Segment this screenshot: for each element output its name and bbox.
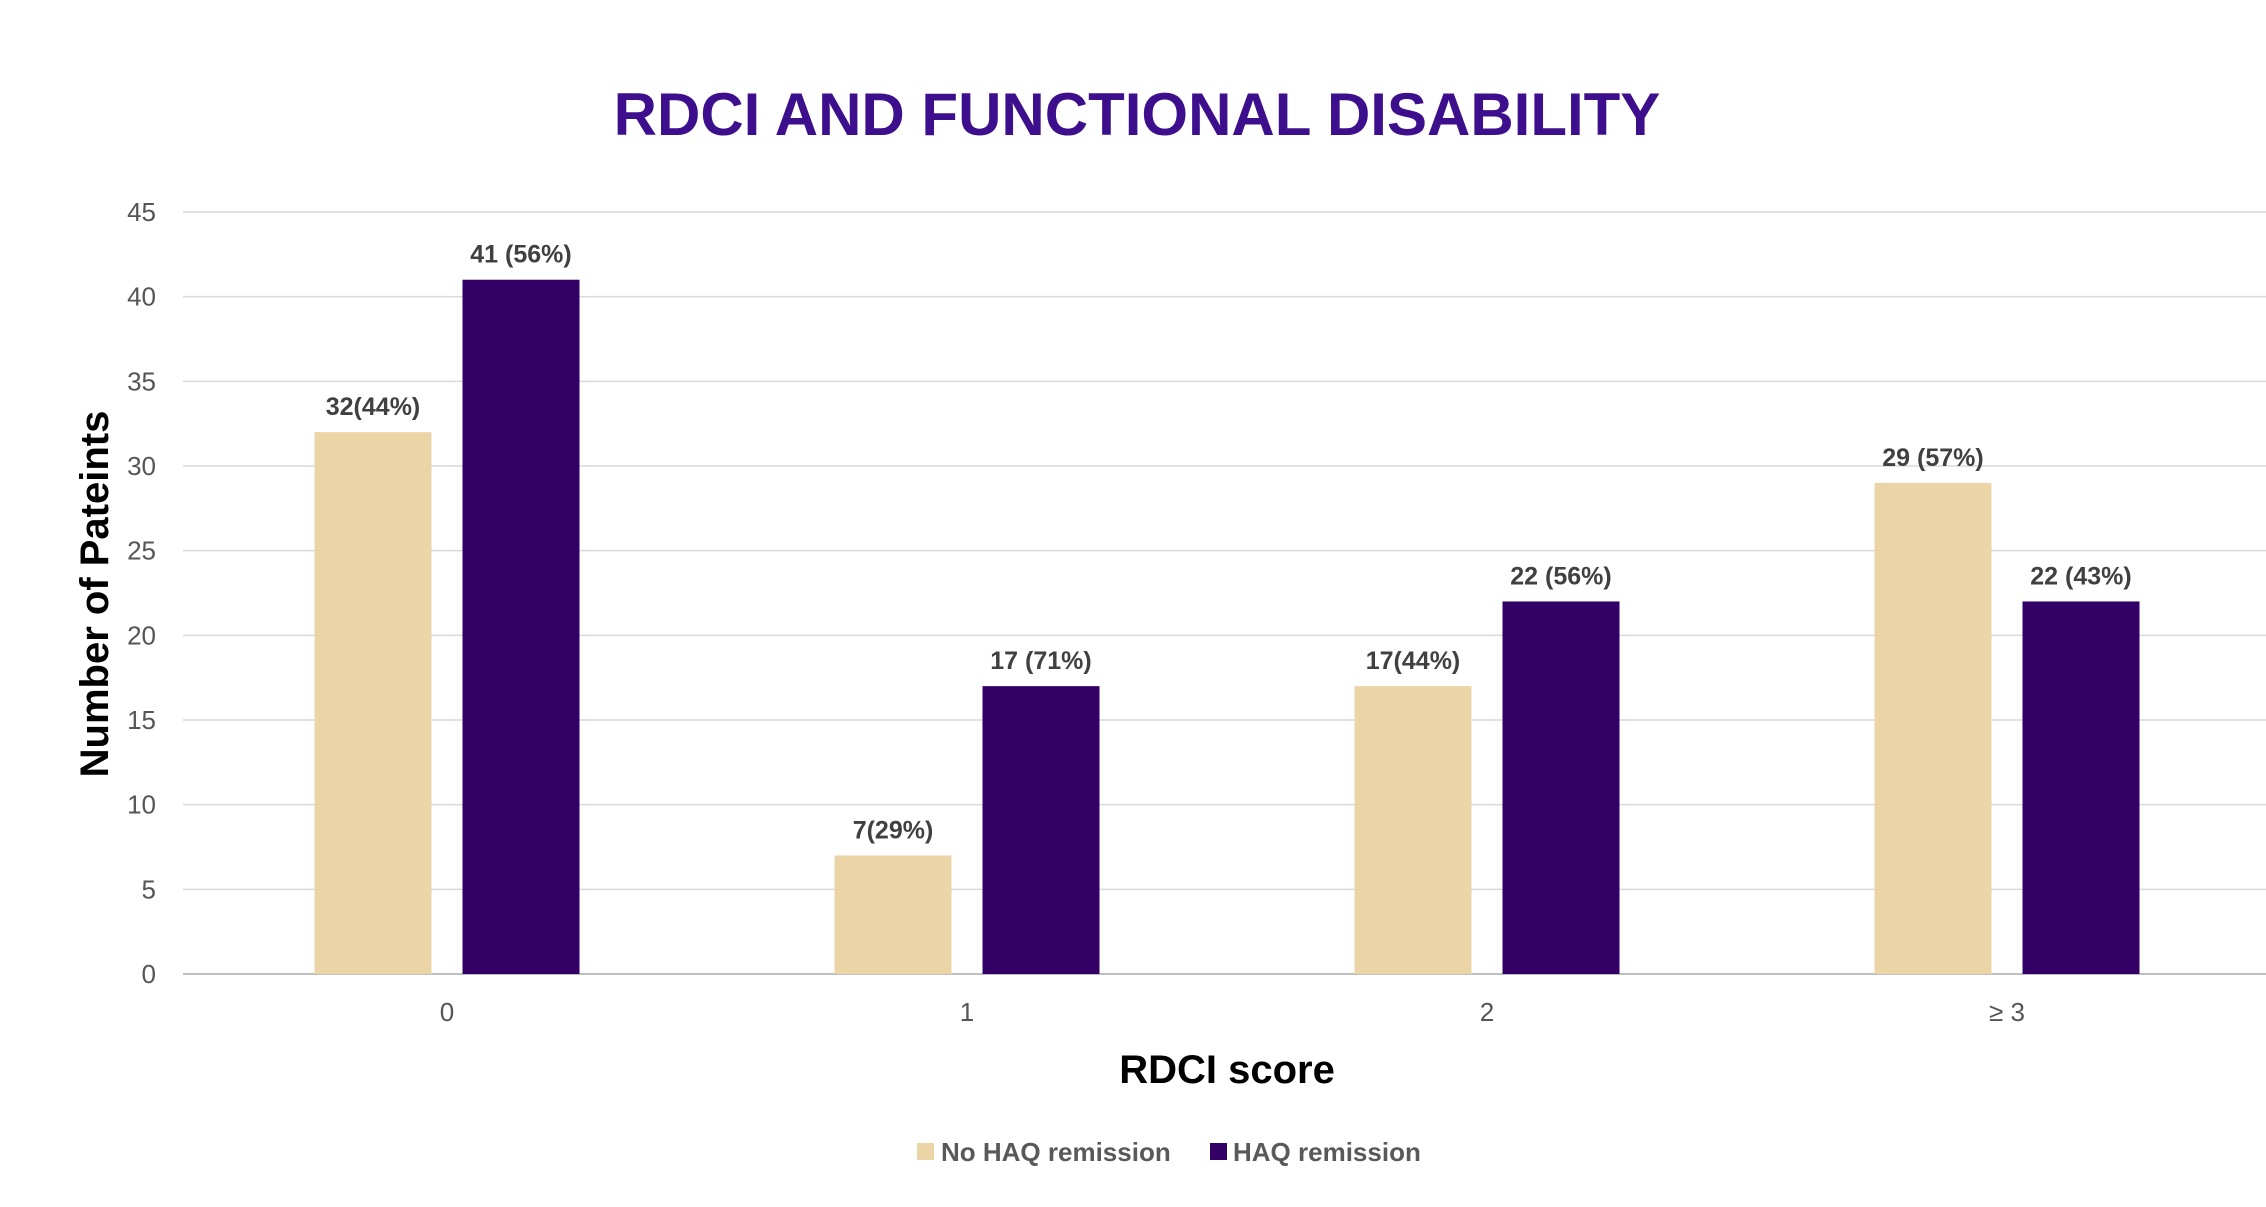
data-label: 41 (56%) bbox=[470, 241, 571, 269]
bar-haq-remission bbox=[982, 686, 1100, 974]
y-axis-ticks: 0 5 10 15 20 25 30 35 40 45 bbox=[127, 197, 156, 989]
data-labels: 32(44%) 41 (56%) 7(29%) 17 (71%) 17(44%) 22 (… bbox=[326, 241, 2132, 845]
y-tick-label: 5 bbox=[142, 874, 156, 904]
legend-swatch bbox=[1210, 1143, 1227, 1160]
y-tick-label: 30 bbox=[127, 451, 156, 481]
legend-label: No HAQ remission bbox=[941, 1137, 1171, 1167]
bars bbox=[314, 279, 2140, 975]
data-label: 7(29%) bbox=[853, 816, 934, 844]
y-tick-label: 25 bbox=[127, 536, 156, 566]
bar-no-haq-remission bbox=[834, 855, 952, 974]
y-tick-label: 0 bbox=[142, 959, 156, 989]
data-label: 22 (43%) bbox=[2030, 562, 2131, 590]
bar-haq-remission bbox=[1502, 601, 1620, 974]
x-tick-label: 0 bbox=[440, 997, 454, 1027]
x-tick-label: 2 bbox=[1480, 997, 1494, 1027]
data-label: 29 (57%) bbox=[1882, 444, 1983, 472]
y-tick-label: 20 bbox=[127, 620, 156, 650]
legend-swatch bbox=[917, 1143, 934, 1160]
legend-label: HAQ remission bbox=[1233, 1137, 1421, 1167]
data-label: 32(44%) bbox=[326, 393, 421, 421]
bar-haq-remission bbox=[2022, 601, 2140, 974]
x-axis-ticks: 0 1 2 ≥ 3 bbox=[440, 997, 2025, 1027]
x-tick-label: 1 bbox=[960, 997, 974, 1027]
y-tick-label: 35 bbox=[127, 366, 156, 396]
data-label: 22 (56%) bbox=[1510, 562, 1611, 590]
chart-title: RDCI AND FUNCTIONAL DISABILITY bbox=[614, 81, 1661, 148]
bar-no-haq-remission bbox=[1874, 482, 1992, 974]
legend: No HAQ remission HAQ remission bbox=[917, 1137, 1421, 1167]
y-axis-title: Number of Pateints bbox=[73, 411, 117, 778]
bar-no-haq-remission bbox=[1354, 686, 1472, 974]
y-tick-label: 15 bbox=[127, 705, 156, 735]
bar-haq-remission bbox=[462, 279, 580, 974]
y-tick-label: 40 bbox=[127, 282, 156, 312]
data-label: 17(44%) bbox=[1366, 647, 1461, 675]
y-tick-label: 10 bbox=[127, 790, 156, 820]
data-label: 17 (71%) bbox=[990, 647, 1091, 675]
x-tick-label: ≥ 3 bbox=[1989, 997, 2025, 1027]
bar-no-haq-remission bbox=[314, 432, 432, 975]
y-tick-label: 45 bbox=[127, 197, 156, 227]
x-axis-title: RDCI score bbox=[1119, 1048, 1335, 1092]
